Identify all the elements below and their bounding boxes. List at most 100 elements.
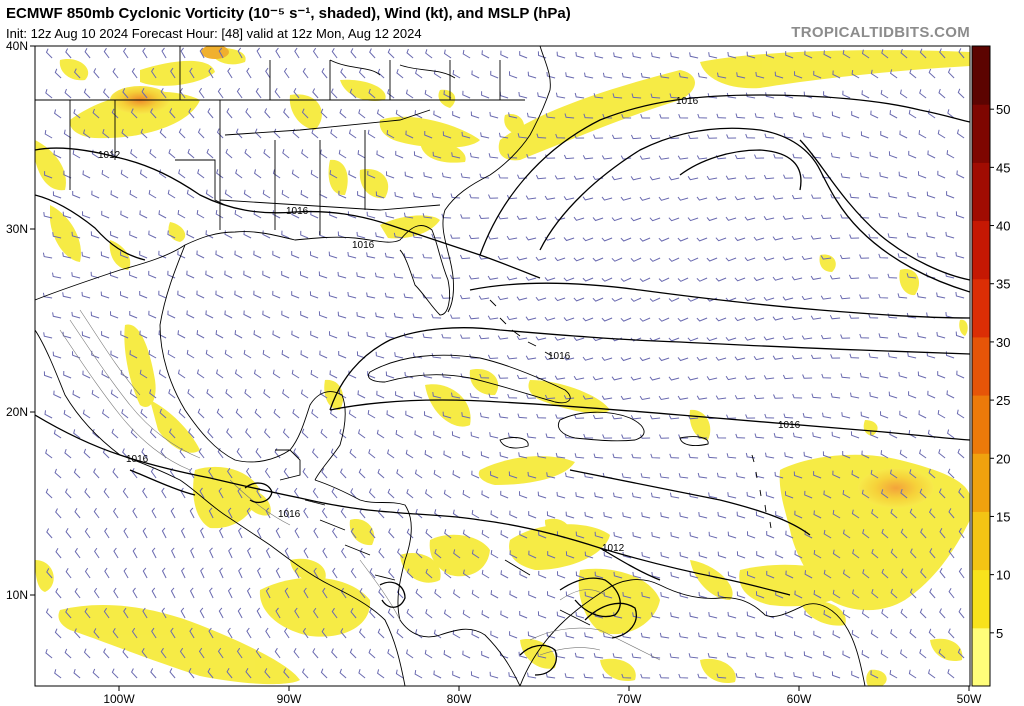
wind-barb <box>554 336 566 341</box>
wind-barb <box>468 234 480 240</box>
wind-barb <box>773 432 784 439</box>
wind-barb <box>65 528 72 539</box>
wind-barb <box>890 588 898 599</box>
wind-barb <box>478 255 490 260</box>
vorticity-shading <box>35 48 970 686</box>
wind-barb <box>149 428 157 439</box>
wind-barb <box>265 547 271 559</box>
wind-barb <box>630 176 642 181</box>
wind-barb <box>236 448 243 459</box>
wind-barb <box>554 257 566 262</box>
wind-barb <box>900 528 908 539</box>
wind-barb <box>462 490 471 499</box>
wind-barb <box>620 395 632 400</box>
wind-barb <box>350 608 357 619</box>
wind-barb <box>311 409 319 419</box>
wind-barb <box>736 511 746 519</box>
wind-barb <box>72 150 81 159</box>
wind-barb <box>71 231 81 239</box>
wind-barb <box>62 211 72 219</box>
wind-barb <box>488 393 499 399</box>
wind-barb <box>899 89 908 99</box>
wind-barb <box>199 487 205 499</box>
wind-barb <box>574 134 585 139</box>
wind-barb <box>272 210 281 219</box>
wind-barb <box>871 589 879 599</box>
colorbar-segment <box>972 453 990 512</box>
wind-barb <box>293 648 300 659</box>
wind-barb <box>764 413 775 419</box>
wind-barb <box>670 571 680 579</box>
wind-barb <box>765 491 775 499</box>
wind-barb <box>565 551 575 559</box>
wind-barb <box>670 532 680 539</box>
wind-barb <box>688 134 699 140</box>
wind-barb <box>822 132 832 139</box>
wind-barb <box>556 611 566 619</box>
wind-barb <box>658 155 670 160</box>
isobar-label-1016: 1016 <box>352 240 375 251</box>
wind-barb <box>734 154 746 160</box>
wind-barb <box>958 567 965 579</box>
wind-barb <box>93 468 100 479</box>
wind-barb <box>471 70 480 79</box>
wind-barb <box>148 270 157 279</box>
wind-barb <box>909 68 917 79</box>
wind-barb <box>431 192 442 199</box>
wind-barb <box>946 390 955 399</box>
wind-barb <box>369 608 376 619</box>
wind-barb <box>216 128 224 139</box>
colorbar-tick-label: 35 <box>996 277 1010 292</box>
wind-barb <box>554 375 566 380</box>
wind-barb <box>783 174 794 179</box>
wind-barb <box>696 196 708 201</box>
wind-barb <box>113 547 119 559</box>
wind-barb <box>169 428 176 439</box>
wind-barb <box>65 488 72 499</box>
wind-barb <box>736 472 746 479</box>
wind-barb <box>272 250 281 259</box>
wind-barb <box>151 627 157 639</box>
wind-barb <box>696 356 708 361</box>
wind-barb <box>209 587 214 599</box>
wind-barb <box>869 151 879 159</box>
wind-barb <box>775 550 784 559</box>
wind-barb <box>573 375 585 381</box>
wind-barb <box>821 373 832 379</box>
wind-barb <box>545 433 556 439</box>
wind-barb <box>878 253 889 259</box>
wind-barb <box>319 389 328 399</box>
wind-barb <box>937 170 946 179</box>
wind-barb <box>262 230 271 239</box>
wind-barb <box>310 370 319 379</box>
wind-barb <box>310 169 319 179</box>
wind-barb <box>432 151 442 159</box>
wind-barb <box>851 470 860 479</box>
wind-barb <box>881 568 889 579</box>
wind-barb <box>234 330 243 339</box>
wind-barb <box>366 331 376 339</box>
wind-barb <box>861 90 870 99</box>
wind-barb <box>168 389 176 399</box>
lon-label-80w: 80W <box>447 692 472 706</box>
wind-barb <box>312 607 319 619</box>
wind-barb <box>433 430 442 439</box>
wind-barb <box>716 472 727 479</box>
wind-barb <box>462 650 471 659</box>
wind-barb <box>451 431 461 439</box>
wind-barb <box>782 215 794 220</box>
wind-barb <box>639 317 651 322</box>
wind-barb <box>443 609 452 619</box>
wind-barb <box>101 170 110 179</box>
colorbar-segment <box>972 511 990 571</box>
wind-barb <box>53 429 62 439</box>
wind-barb <box>850 392 860 399</box>
wind-barb <box>293 487 300 499</box>
wind-barb <box>612 653 623 659</box>
wind-barb <box>406 48 414 59</box>
wind-barb <box>368 648 376 659</box>
wind-barb <box>822 412 832 419</box>
wind-barb <box>794 590 803 599</box>
wind-barb <box>186 310 195 319</box>
wind-barb <box>715 196 727 201</box>
